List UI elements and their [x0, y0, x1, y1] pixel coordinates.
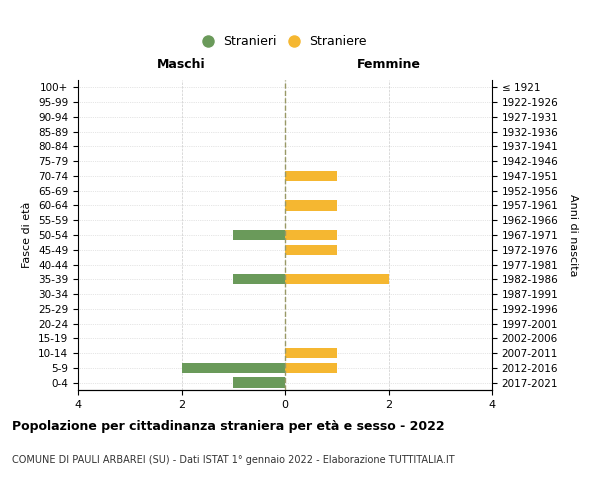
Text: Popolazione per cittadinanza straniera per età e sesso - 2022: Popolazione per cittadinanza straniera p… [12, 420, 445, 433]
Bar [285, 362, 337, 373]
Bar [233, 230, 285, 240]
Bar [285, 171, 337, 181]
Bar [285, 244, 337, 255]
Text: Maschi: Maschi [157, 58, 206, 70]
Y-axis label: Fasce di età: Fasce di età [22, 202, 32, 268]
Bar [233, 378, 285, 388]
Bar [285, 200, 337, 210]
Text: COMUNE DI PAULI ARBAREI (SU) - Dati ISTAT 1° gennaio 2022 - Elaborazione TUTTITA: COMUNE DI PAULI ARBAREI (SU) - Dati ISTA… [12, 455, 455, 465]
Legend: Stranieri, Straniere: Stranieri, Straniere [198, 30, 372, 54]
Bar [285, 230, 337, 240]
Y-axis label: Anni di nascita: Anni di nascita [568, 194, 578, 276]
Text: Femmine: Femmine [356, 58, 421, 70]
Bar [182, 362, 285, 373]
Bar [233, 274, 285, 284]
Bar [285, 348, 337, 358]
Bar [285, 274, 389, 284]
